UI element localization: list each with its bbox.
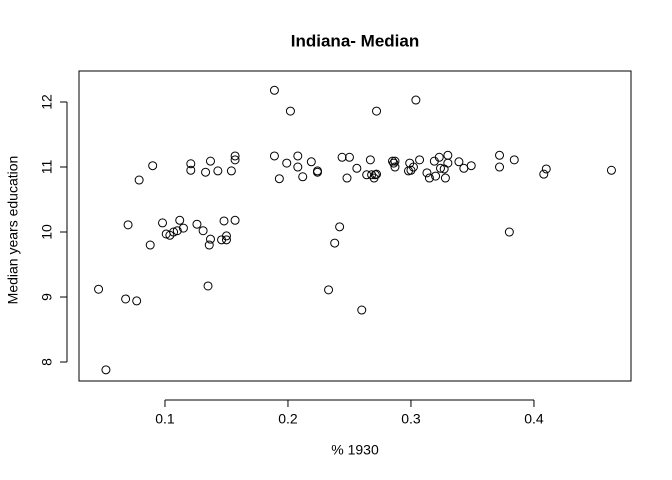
point (365, 155, 375, 165)
point (175, 215, 185, 225)
point (372, 169, 382, 179)
point (221, 231, 231, 241)
x-axis-label: % 1930 (331, 442, 379, 458)
point (431, 171, 441, 181)
point (230, 155, 240, 165)
point (169, 227, 179, 237)
point (269, 151, 279, 161)
point (504, 227, 514, 237)
point (388, 156, 398, 166)
point (123, 220, 133, 230)
point (390, 162, 400, 172)
point (466, 161, 476, 171)
point (198, 226, 208, 236)
point (411, 95, 421, 105)
point (134, 175, 144, 185)
point (219, 216, 229, 226)
point (370, 170, 380, 180)
point (408, 162, 418, 172)
point (337, 152, 347, 162)
point (186, 159, 196, 169)
point (282, 158, 292, 168)
point (606, 165, 616, 175)
point (454, 157, 464, 167)
point (285, 106, 295, 116)
point (274, 174, 284, 184)
point (201, 167, 211, 177)
point (424, 173, 434, 183)
point (186, 165, 196, 175)
y-tick-label: 8 (39, 358, 55, 366)
point (178, 223, 188, 233)
point (324, 285, 334, 295)
point (132, 296, 142, 306)
point (205, 156, 215, 166)
point (443, 150, 453, 160)
point (293, 151, 303, 161)
point (269, 85, 279, 95)
point (459, 163, 469, 173)
point (344, 152, 354, 162)
point (495, 162, 505, 172)
x-tick-label: 0.2 (278, 411, 298, 427)
point (213, 166, 223, 176)
point (306, 157, 316, 167)
point (148, 161, 158, 171)
chart-title: Indiana- Median (291, 31, 419, 50)
y-tick-label: 11 (39, 160, 55, 175)
point (495, 150, 505, 160)
x-tick-label: 0.4 (524, 411, 544, 427)
point (221, 235, 231, 245)
point (158, 218, 168, 228)
point (172, 226, 182, 236)
point (539, 169, 549, 179)
point (440, 173, 450, 183)
point (204, 240, 214, 250)
point (362, 170, 372, 180)
point (230, 151, 240, 161)
point (145, 240, 155, 250)
plot-frame (78, 70, 632, 382)
point (298, 172, 308, 182)
point (406, 165, 416, 175)
point (352, 163, 362, 173)
point (390, 156, 400, 166)
point (357, 305, 367, 315)
point (230, 215, 240, 225)
point (422, 168, 432, 178)
point (434, 152, 444, 162)
point (509, 155, 519, 165)
point (203, 281, 213, 291)
point (330, 238, 340, 248)
point (415, 155, 425, 165)
y-tick-label: 12 (39, 94, 55, 110)
point (435, 163, 445, 173)
point (342, 173, 352, 183)
point (443, 158, 453, 168)
point (367, 170, 377, 180)
point (226, 166, 236, 176)
point (312, 167, 322, 177)
point (293, 162, 303, 172)
y-tick-label: 10 (39, 224, 55, 240)
point (192, 219, 202, 229)
point (94, 284, 104, 294)
x-tick-label: 0.1 (155, 411, 175, 427)
point (205, 234, 215, 244)
point (335, 222, 345, 232)
y-tick-label: 9 (39, 293, 55, 301)
y-axis-label: Median years education (5, 156, 21, 305)
point (121, 294, 131, 304)
x-tick-label: 0.3 (401, 411, 421, 427)
point (372, 106, 382, 116)
point (541, 164, 551, 174)
point (101, 365, 111, 375)
point (389, 158, 399, 168)
